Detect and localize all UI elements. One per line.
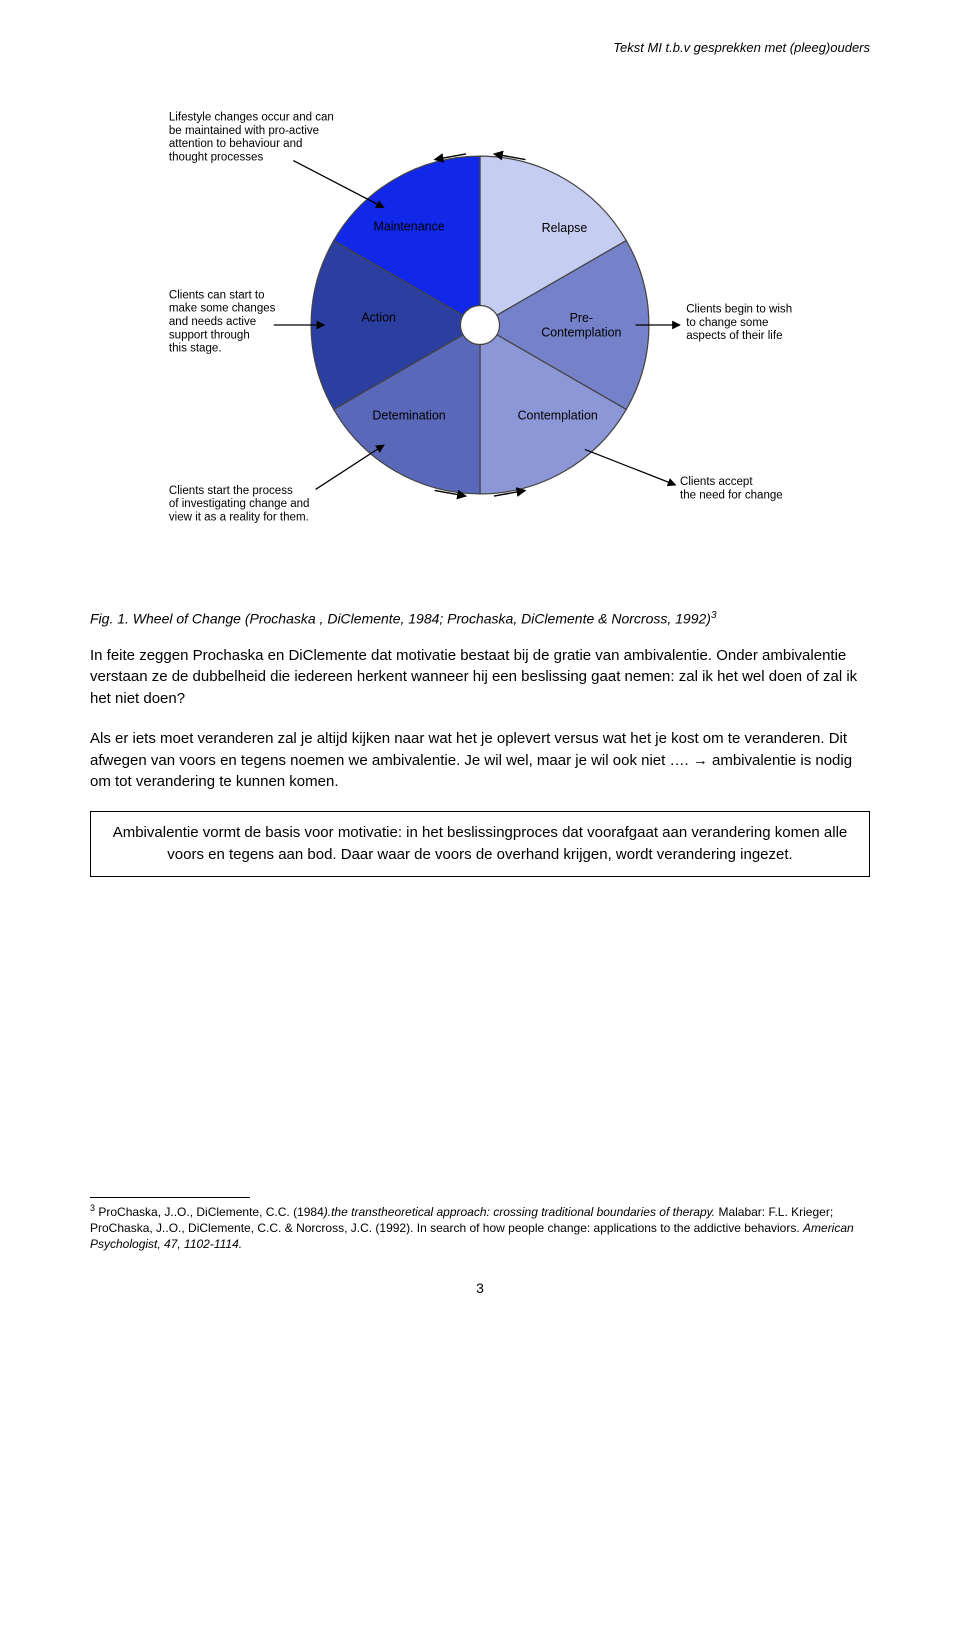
svg-text:Maintenance: Maintenance [373, 219, 444, 233]
svg-text:Clients acceptthe need for cha: Clients acceptthe need for change [680, 476, 783, 501]
footnote: 3 ProChaska, J..O., DiClemente, C.C. (19… [90, 1202, 870, 1253]
paragraph-2: Als er iets moet veranderen zal je altij… [90, 728, 870, 793]
document-page: Tekst MI t.b.v gesprekken met (pleeg)oud… [0, 0, 960, 1336]
fn-line1: ProChaska, J..O., DiClemente, C.C. (1984 [95, 1205, 324, 1219]
page-number: 3 [90, 1280, 870, 1296]
caption-sup: 3 [711, 610, 717, 621]
paragraph-1: In feite zeggen Prochaska en DiClemente … [90, 645, 870, 710]
svg-text:Clients start the processof in: Clients start the processof investigatin… [169, 485, 310, 524]
caption-text: Fig. 1. Wheel of Change (Prochaska , DiC… [90, 611, 711, 627]
highlight-box: Ambivalentie vormt de basis voor motivat… [90, 811, 870, 877]
running-header: Tekst MI t.b.v gesprekken met (pleeg)oud… [90, 40, 870, 55]
svg-text:Action: Action [361, 311, 396, 325]
svg-text:Clients begin to wishto change: Clients begin to wishto change someaspec… [686, 304, 792, 343]
svg-text:Detemination: Detemination [372, 409, 445, 423]
wheel-svg: RelapsePre-ContemplationContemplationDet… [160, 85, 800, 565]
svg-text:Lifestyle changes occur and ca: Lifestyle changes occur and canbe mainta… [169, 112, 334, 164]
arrow-icon: → [693, 752, 708, 769]
svg-text:Contemplation: Contemplation [518, 409, 598, 423]
svg-text:Clients can start tomake some: Clients can start tomake some changesand… [169, 289, 276, 354]
wheel-of-change-diagram: RelapsePre-ContemplationContemplationDet… [160, 85, 800, 570]
figure-caption: Fig. 1. Wheel of Change (Prochaska , DiC… [90, 610, 870, 627]
fn-ital1: ).the transtheoretical approach: crossin… [324, 1205, 715, 1219]
footnote-rule [90, 1197, 250, 1198]
svg-text:Relapse: Relapse [542, 221, 588, 235]
